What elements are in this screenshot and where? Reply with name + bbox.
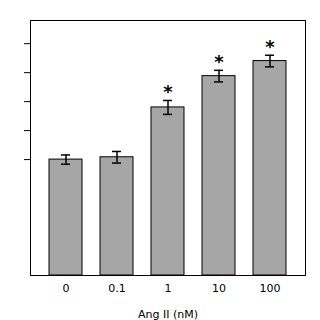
- svg-text:Ang II (nM): Ang II (nM): [138, 308, 198, 320]
- svg-text:100: 100: [260, 282, 281, 295]
- svg-text:*: *: [265, 36, 275, 57]
- svg-text:1: 1: [165, 282, 172, 295]
- svg-text:0.1: 0.1: [108, 282, 126, 295]
- svg-text:*: *: [163, 81, 173, 102]
- svg-text:*: *: [214, 51, 224, 72]
- svg-text:10: 10: [212, 282, 226, 295]
- svg-text:0: 0: [63, 282, 70, 295]
